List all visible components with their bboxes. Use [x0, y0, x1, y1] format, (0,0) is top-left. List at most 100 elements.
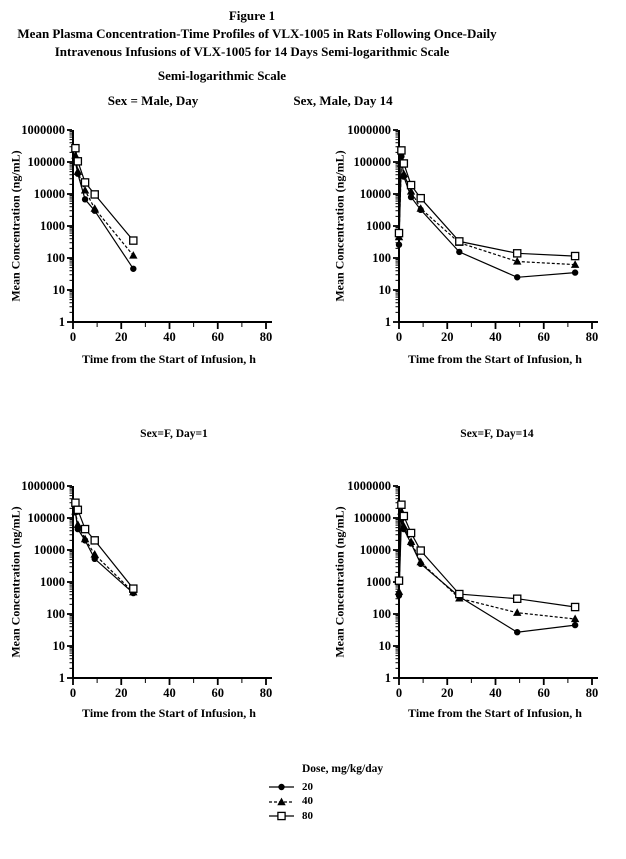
x-tick-label: 60 [212, 686, 225, 700]
square-marker [397, 500, 406, 509]
y-tick-label: 100 [46, 607, 65, 621]
square-marker [277, 812, 286, 821]
triangle-marker [73, 520, 83, 528]
chart-title-female-day1: Sex=F, Day=1 [140, 428, 208, 440]
y-tick-label: 1000 [366, 575, 391, 589]
triangle-marker [399, 169, 409, 178]
y-tick-label: 1000000 [21, 123, 65, 137]
y-tick-label: 100000 [354, 155, 392, 169]
series-line-80 [398, 504, 576, 608]
y-tick-label: 10000 [360, 187, 391, 201]
series-40 [394, 507, 580, 623]
series-line-40 [74, 511, 134, 593]
square-marker [90, 536, 99, 545]
x-tick-label: 80 [586, 686, 599, 700]
square-marker [416, 193, 425, 203]
y-tick-label: 10 [379, 283, 392, 297]
y-tick-label: 10 [379, 639, 392, 653]
square-marker [73, 505, 83, 515]
y-tick-label: 1000000 [347, 479, 391, 493]
x-tick-label: 60 [538, 686, 551, 700]
triangle-marker [570, 260, 580, 268]
x-tick-label: 0 [70, 686, 76, 700]
square-marker [394, 228, 404, 238]
triangle-marker [73, 167, 83, 175]
triangle-marker [406, 187, 416, 195]
x-tick-label: 0 [396, 686, 402, 700]
plot-area-male-day14: 1 10 100 1000 10000 100000 1000000 0 20 40 60 80 [347, 123, 598, 344]
triangle-marker [90, 204, 99, 212]
y-tick-label: 1 [59, 671, 65, 685]
y-tick-label: 10000 [34, 543, 65, 557]
square-marker [455, 589, 464, 599]
circle-marker [395, 241, 403, 248]
legend-item-40: 40 [268, 795, 313, 810]
y-tick-label: 1 [385, 315, 391, 329]
x-axis-title-male-day1: Time from the Start of Infusion, h [82, 352, 256, 366]
y-tick-label: 100000 [354, 511, 392, 525]
legend-item-label: 20 [302, 780, 313, 793]
x-tick-label: 40 [489, 330, 502, 344]
triangle-marker [80, 185, 90, 194]
x-tick-label: 60 [212, 330, 225, 344]
figure-label: Figure 1 [228, 8, 276, 23]
square-marker [570, 251, 580, 261]
legend-item-label: 80 [302, 809, 313, 822]
triangle-marker [277, 797, 286, 805]
y-tick-label: 10 [53, 283, 66, 297]
plot-area-female-day14: 1 10 100 1000 10000 100000 1000000 0 20 40 60 80 [347, 479, 598, 700]
x-tick-label: 0 [70, 330, 76, 344]
square-marker [129, 236, 138, 245]
triangle-marker [416, 204, 425, 212]
series-line-40 [398, 163, 576, 266]
triangle-marker [406, 537, 416, 546]
x-tick-label: 0 [396, 330, 402, 344]
y-tick-label: 10000 [34, 187, 65, 201]
y-tick-label: 10000 [360, 543, 391, 557]
square-marker [397, 146, 406, 155]
x-tick-label: 20 [115, 686, 128, 700]
figure-title-line-2: Intravenous Infusions of VLX-1005 for 14… [54, 44, 450, 59]
legend-item-label: 40 [302, 795, 313, 808]
circle-marker [278, 784, 285, 791]
x-tick-label: 80 [586, 330, 599, 344]
square-marker [73, 157, 83, 166]
triangle-marker [90, 549, 99, 558]
series-line-20 [398, 156, 576, 278]
x-axis-title-female-day14: Time from the Start of Infusion, h [408, 706, 582, 720]
square-marker [80, 178, 90, 187]
series-line-80 [74, 502, 134, 589]
chart-title-female-day14: Sex=F, Day=14 [460, 428, 534, 440]
y-tick-label: 100 [46, 251, 65, 265]
figure-title-line-1: Mean Plasma Concentration-Time Profiles … [17, 26, 497, 41]
axes: 1 10 100 1000 10000 100000 1000000 0 20 40 60 80 [21, 123, 272, 344]
chart-title-male-day14: Sex, Male, Day 14 [293, 93, 393, 108]
series-line-20 [398, 519, 576, 633]
square-marker [71, 498, 80, 507]
series-40 [71, 151, 138, 259]
square-marker [455, 237, 464, 246]
plot-area-male-day1: 1 10 100 1000 10000 100000 1000000 0 20 40 60 80 [21, 123, 272, 344]
y-tick-label: 1 [385, 671, 391, 685]
series-40 [394, 159, 580, 268]
square-marker [90, 190, 99, 199]
legend-sample-80 [269, 812, 294, 821]
y-tick-label: 1000 [40, 219, 65, 233]
chart-title-male-day1: Sex = Male, Day [107, 93, 199, 108]
y-tick-label: 100 [372, 251, 391, 265]
x-axis-title-male-day14: Time from the Start of Infusion, h [408, 352, 582, 366]
axes: 1 10 100 1000 10000 100000 1000000 0 20 40 60 80 [347, 123, 598, 344]
x-axis-title-female-day1: Time from the Start of Infusion, h [82, 706, 256, 720]
square-marker [394, 576, 404, 585]
square-marker [512, 594, 522, 603]
y-tick-label: 1000000 [21, 479, 65, 493]
x-tick-label: 40 [489, 686, 502, 700]
square-marker [416, 546, 425, 555]
legend-title: Dose, mg/kg/day [302, 763, 384, 775]
axes: 1 10 100 1000 10000 100000 1000000 0 20 40 60 80 [21, 479, 272, 700]
series-80 [71, 143, 138, 245]
series-20 [72, 158, 137, 272]
circle-marker [81, 196, 89, 203]
axes: 1 10 100 1000 10000 100000 1000000 0 20 40 60 80 [347, 479, 598, 700]
